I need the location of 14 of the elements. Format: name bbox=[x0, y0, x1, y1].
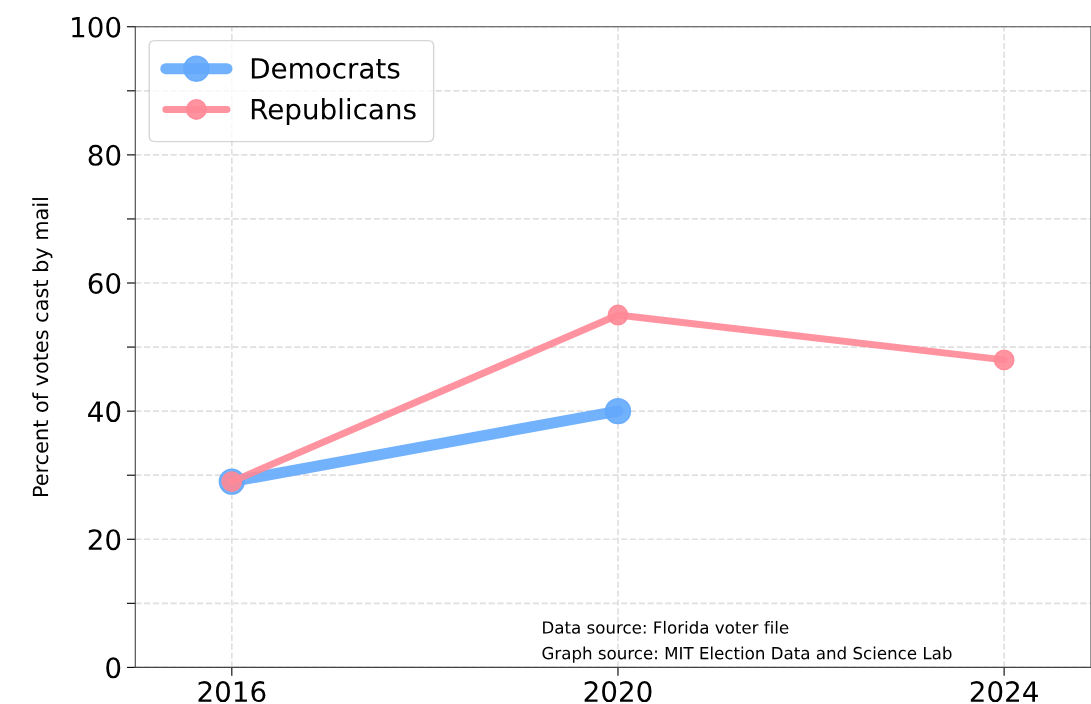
y-tick-label: 40 bbox=[88, 401, 121, 423]
x-tick-label: 2024 bbox=[970, 681, 1038, 703]
annotation: Data source: Florida voter file bbox=[543, 620, 789, 634]
y-tick-label: 100 bbox=[72, 16, 121, 38]
legend-label: Republicans bbox=[251, 98, 416, 125]
y-axis-title: Percent of votes cast by mail bbox=[32, 198, 53, 496]
y-tick-label: 20 bbox=[88, 529, 121, 551]
annotation: Graph source: MIT Election Data and Science Lab bbox=[542, 646, 952, 663]
y-tick-label: 80 bbox=[88, 144, 121, 166]
x-tick-label: 2020 bbox=[584, 681, 652, 703]
x-tick-label: 2016 bbox=[198, 681, 266, 703]
y-tick-label: 0 bbox=[106, 657, 121, 679]
legend-label: Democrats bbox=[251, 58, 400, 79]
y-tick-label: 60 bbox=[88, 272, 121, 294]
